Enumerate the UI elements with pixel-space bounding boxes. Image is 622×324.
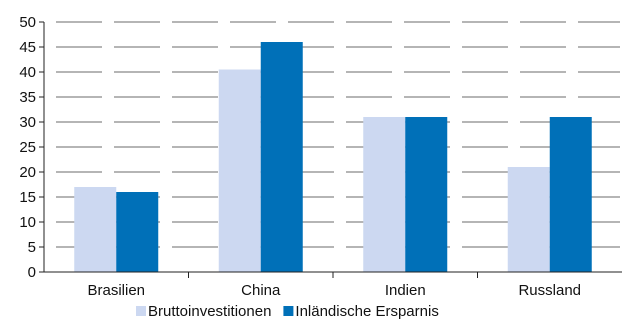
bars — [74, 42, 592, 272]
legend-swatch-0 — [136, 306, 146, 316]
x-category-label-russland: Russland — [518, 282, 581, 299]
bar-indien-series-1 — [405, 117, 448, 272]
y-tick-label-25: 25 — [19, 139, 36, 156]
legend-label-0: Bruttoinvestitionen — [148, 303, 271, 320]
y-tick-label-20: 20 — [19, 164, 36, 181]
y-tick-label-50: 50 — [19, 14, 36, 31]
x-category-label-brasilien: Brasilien — [87, 282, 145, 299]
bar-brasilien-series-1 — [116, 192, 159, 272]
legend: Bruttoinvestitionen Inländische Ersparnis — [136, 303, 439, 320]
bar-brasilien-series-0 — [74, 187, 117, 272]
y-tick-label-30: 30 — [19, 114, 36, 131]
bar-russland-series-1 — [549, 117, 592, 272]
x-category-label-china: China — [241, 282, 281, 299]
y-tick-label-10: 10 — [19, 214, 36, 231]
y-tick-label-35: 35 — [19, 89, 36, 106]
y-tick-labels: 0 5 10 15 20 25 30 35 40 45 50 — [19, 14, 36, 281]
y-tick-label-15: 15 — [19, 189, 36, 206]
y-tick-label-5: 5 — [28, 239, 36, 256]
legend-label-1: Inländische Ersparnis — [295, 303, 438, 320]
bar-indien-series-0 — [363, 117, 406, 272]
x-category-label-indien: Indien — [385, 282, 426, 299]
y-tick-label-45: 45 — [19, 39, 36, 56]
x-category-labels: Brasilien China Indien Russland — [87, 282, 581, 299]
axes — [39, 21, 622, 278]
y-tick-label-40: 40 — [19, 64, 36, 81]
legend-swatch-1 — [283, 306, 294, 316]
bar-china-series-1 — [260, 42, 303, 272]
bar-china-series-0 — [218, 69, 261, 272]
y-tick-label-0: 0 — [28, 264, 36, 281]
bar-russland-series-0 — [507, 167, 550, 272]
